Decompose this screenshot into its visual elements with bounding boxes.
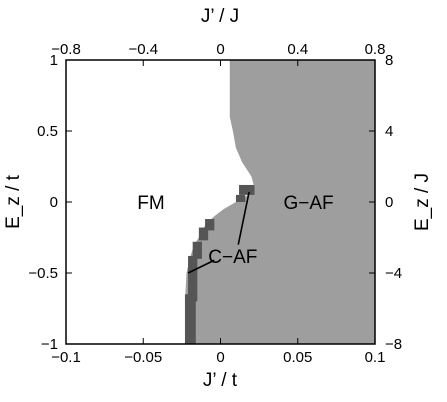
c-af-patch [205,219,215,231]
c-af-pointer-line [237,191,250,245]
y2-tick-label: 8 [385,52,393,69]
region-labels: FM G−AF C−AF [137,193,333,268]
y-tick-label: 0.5 [37,123,58,140]
c-af-patch [198,227,209,241]
x2-tick-label: −0.8 [51,41,81,58]
x2-tick-label: 0.4 [287,41,308,58]
y2-tick-label: −4 [385,265,402,282]
y-tick-label: −1 [41,336,58,353]
c-af-patch [184,294,196,344]
y-tick-label: 1 [50,52,58,69]
g-af-region [184,60,375,344]
axis-labels: −0.1 −0.8 −1 −8 −0.05 −0.4 −0.5 −4 0 0 0 0 0.05 0.4 0.… [28,41,402,366]
y2-tick-label: −8 [385,336,402,353]
bottom-axis-title: J’ / t [203,370,238,391]
c-af-patch [235,194,246,202]
left-axis-title: E_z / t [3,174,24,229]
region-label: FM [137,193,164,214]
y-tick-label: −0.5 [28,265,58,282]
c-af-patch [192,241,202,259]
c-af-patch [239,184,255,195]
label-pointers [187,191,250,274]
region-label: C−AF [208,247,257,268]
c-af-patch [188,255,198,302]
x2-tick-label: 0 [216,41,224,58]
x-tick-label: 0.05 [283,349,312,366]
x-tick-label: −0.05 [124,349,162,366]
y2-tick-label: 4 [385,123,393,140]
x-tick-label: −0.1 [51,349,81,366]
x2-tick-label: −0.4 [128,41,158,58]
x-tick-label: 0.1 [365,349,386,366]
x-tick-label: 0 [216,349,224,366]
x2-tick-label: 0.8 [365,41,386,58]
top-axis-title: J’ / J [201,6,239,27]
plot-frame [65,59,376,345]
phase-regions [184,60,375,344]
c-af-pointer-line [187,259,215,274]
right-axis-title: E_z / J [412,173,433,231]
region-label: G−AF [283,193,333,214]
y2-tick-label: 0 [385,194,393,211]
y-tick-label: 0 [50,194,58,211]
